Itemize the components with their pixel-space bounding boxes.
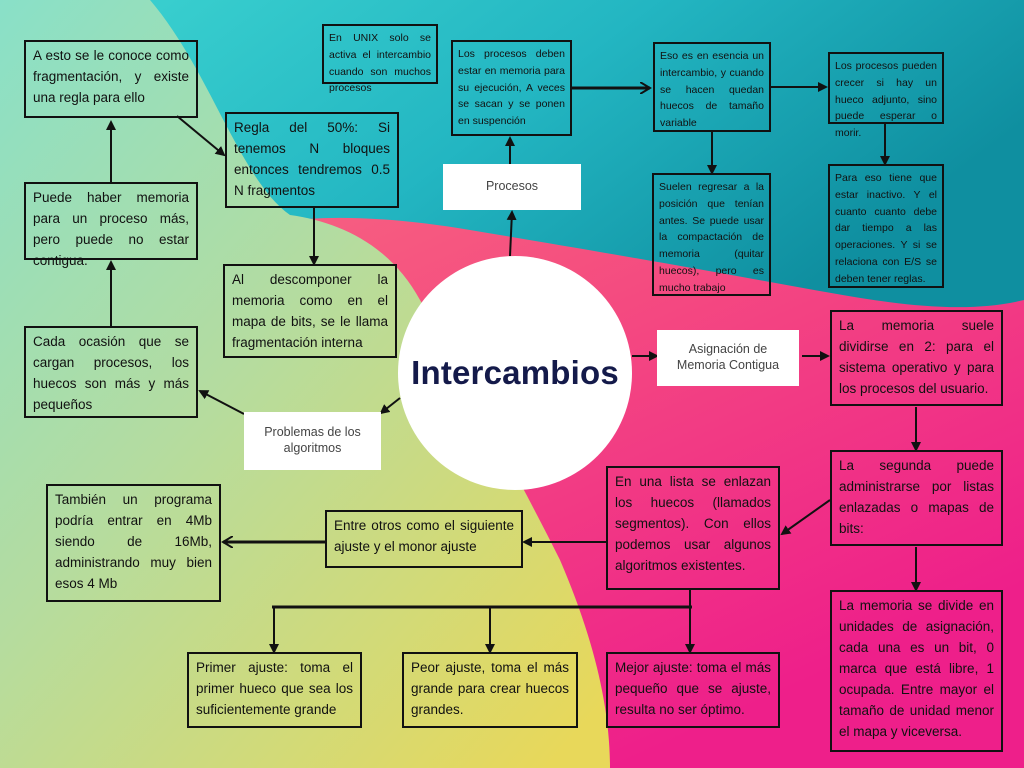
box-unidades-asignacion: La memoria se divide en unidades de asig… — [830, 590, 1003, 752]
branch-procesos: Procesos — [443, 164, 581, 210]
box-peor-ajuste: Peor ajuste, toma el más grande para cre… — [402, 652, 578, 728]
box-fragmentacion: A esto se le conoce como fragmentación, … — [24, 40, 198, 118]
green-region — [0, 0, 610, 768]
box-memoria-no-contigua: Puede haber memoria para un proceso más,… — [24, 182, 198, 268]
box-siguiente-ajuste: Entre otros como el siguiente ajuste y e… — [325, 510, 523, 568]
box-programa-4mb: También un programa podría entrar en 4Mb… — [46, 484, 221, 602]
box-intercambio: Eso es en esencia un intercambio, y cuan… — [653, 42, 771, 132]
box-dividirse-en-2: La memoria suele dividirse en 2: para el… — [830, 310, 1003, 406]
box-primer-ajuste: Primer ajuste: toma el primer hueco que … — [187, 652, 362, 728]
box-mejor-ajuste: Mejor ajuste: toma el más pequeño que se… — [606, 652, 780, 728]
branch-problemas: Problemas de los algoritmos — [244, 412, 381, 470]
box-lista-huecos: En una lista se enlazan los huecos (llam… — [606, 466, 780, 590]
box-regla-50: Regla del 50%: Si tenemos N bloques ento… — [225, 112, 399, 208]
box-fragmentacion-interna: Al descomponer la memoria como en el map… — [223, 264, 397, 358]
teal-region — [0, 0, 1024, 308]
box-inactivo: Para eso tiene que estar inactivo. Y el … — [828, 164, 944, 288]
box-crecer-hueco: Los procesos pueden crecer si hay un hue… — [828, 52, 944, 139]
box-huecos-mas-pequenos: Cada ocasión que se cargan procesos, los… — [24, 326, 198, 418]
center-node: Intercambios — [398, 256, 632, 490]
box-procesos-memoria: Los procesos deben estar en memoria para… — [451, 40, 572, 136]
box-regresar-posicion: Suelen regresar a la posición que tenían… — [652, 173, 771, 296]
box-unix: En UNIX solo se activa el intercambio cu… — [322, 24, 438, 94]
branch-asignacion: Asignación de Memoria Contigua — [657, 330, 799, 386]
box-listas-enlazadas: La segunda puede administrarse por lista… — [830, 450, 1003, 546]
center-title: Intercambios — [411, 354, 619, 391]
